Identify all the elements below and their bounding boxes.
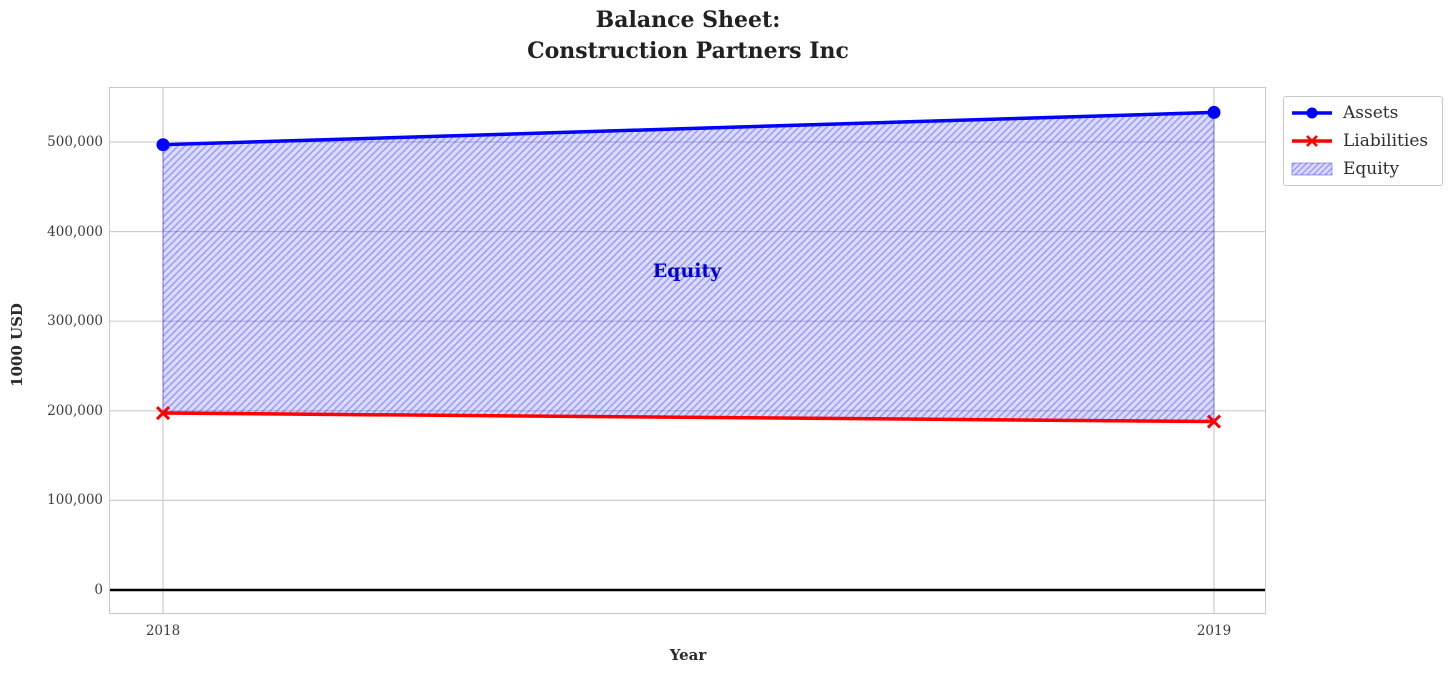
x-tick-label: 2019 <box>1196 623 1232 639</box>
legend-item-assets: Assets <box>1291 99 1442 127</box>
chart-plot-area <box>110 88 1266 614</box>
chart-title: Balance Sheet: Construction Partners Inc <box>527 7 849 64</box>
assets-line-circle-icon <box>1292 107 1332 119</box>
liabilities-line-x-icon <box>1292 135 1332 147</box>
y-tick-label: 100,000 <box>47 492 103 509</box>
y-tick-label: 400,000 <box>47 223 103 240</box>
y-tick-label: 0 <box>94 582 103 598</box>
y-tick-label: 300,000 <box>47 313 103 330</box>
y-tick-label: 500,000 <box>47 134 103 150</box>
legend: Assets Liabilities Equity <box>1283 96 1443 186</box>
equity-hatched-patch-icon <box>1291 162 1333 176</box>
legend-item-liabilities: Liabilities <box>1291 127 1442 155</box>
x-tick-label: 2018 <box>145 623 181 639</box>
legend-label-liabilities: Liabilities <box>1343 131 1429 151</box>
legend-label-assets: Assets <box>1343 103 1399 123</box>
legend-label-equity: Equity <box>1343 159 1400 179</box>
y-axis-label: 1000 USD <box>8 303 26 387</box>
x-axis-label: Year <box>669 646 707 664</box>
y-tick-label: 200,000 <box>47 402 103 419</box>
equity-annotation: Equity <box>652 260 722 282</box>
legend-item-equity: Equity <box>1291 155 1442 183</box>
